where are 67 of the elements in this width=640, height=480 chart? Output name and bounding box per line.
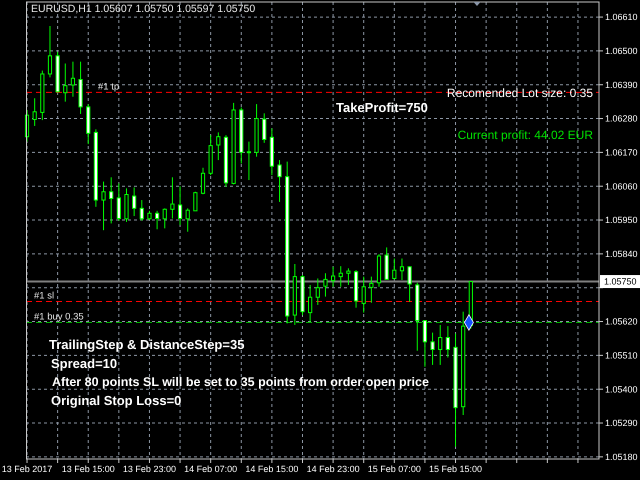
candlestick (277, 160, 282, 202)
ref-line-label: #1 buy 0.35 (34, 311, 84, 322)
y-tick-label: 1.05400 (605, 384, 638, 394)
x-tick-label: 15 Feb 15:00 (429, 464, 482, 474)
annotation: Original Stop Loss=0 (51, 393, 182, 408)
y-tick-label: 1.06060 (605, 181, 638, 192)
annotation: After 80 points SL will be set to 35 points from order open price (52, 375, 429, 389)
candlestick (438, 324, 442, 366)
y-tick-label: 1.05840 (605, 249, 638, 260)
ref-line-label: #1 tp (98, 81, 120, 92)
y-tick-label: 1.05950 (605, 215, 638, 226)
y-tick-label: 1.05180 (605, 452, 638, 462)
y-tick-label: 1.05290 (605, 418, 638, 428)
candlestick (193, 191, 198, 212)
candlestick (362, 276, 366, 314)
ref-line-label: 1.05750 (604, 276, 637, 287)
y-tick-label: 1.05510 (605, 350, 638, 361)
candlestick (101, 181, 106, 231)
candlestick (140, 200, 144, 222)
y-tick-label: 1.05620 (605, 316, 638, 327)
x-tick-label: 13 Feb 15:00 (62, 464, 115, 474)
candlestick (323, 272, 328, 298)
candlestick (422, 319, 428, 368)
ref-line-label: #1 sl (34, 290, 54, 302)
candlestick (430, 332, 435, 366)
candlestick (262, 112, 266, 144)
candlestick (70, 61, 76, 98)
candlestick (178, 186, 182, 226)
candlestick (308, 284, 312, 322)
x-tick-label: 14 Feb 07:00 (184, 464, 238, 474)
candlestick (132, 186, 136, 217)
candlestick (155, 210, 160, 230)
candlestick (48, 25, 52, 78)
chart-title: EURUSD,H1 1.05607 1.05750 1.05597 1.05750 (31, 3, 256, 15)
y-tick-label: 1.06280 (605, 114, 638, 124)
candlestick (162, 208, 167, 229)
candlestick (216, 132, 220, 161)
candlestick (63, 63, 68, 102)
candlestick (330, 266, 336, 288)
candlestick (147, 210, 152, 221)
x-tick-label: 14 Feb 23:00 (306, 464, 360, 474)
candlestick (116, 182, 121, 222)
x-tick-label: 13 Feb 2017 (2, 464, 52, 474)
candlestick (170, 176, 175, 220)
candlestick (186, 208, 190, 232)
candlestick (408, 266, 412, 302)
y-tick-label: 1.06500 (605, 46, 638, 56)
candlestick (400, 258, 404, 281)
candlestick (316, 278, 320, 306)
annotation: Spread=10 (51, 356, 118, 371)
y-tick-label: 1.06610 (605, 12, 638, 22)
annotation: Current profit: 44.02 EUR (458, 128, 594, 142)
y-tick-label: 1.06170 (605, 148, 638, 158)
candlestick (109, 176, 114, 224)
annotation: TakeProfit=750 (336, 100, 428, 115)
candlestick (200, 167, 206, 195)
candlestick (32, 98, 37, 126)
candlestick (369, 276, 374, 304)
candlestick (446, 326, 450, 358)
x-tick-label: 15 Feb 07:00 (368, 464, 421, 474)
annotation: TrailingStep & DistanceStep=35 (49, 337, 244, 352)
candlestick (346, 268, 350, 286)
y-tick-label: 1.06390 (605, 80, 638, 90)
x-tick-label: 13 Feb 23:00 (122, 464, 176, 474)
x-tick-label: 14 Feb 15:00 (245, 464, 298, 474)
candlestick (392, 258, 396, 280)
candlestick (338, 266, 343, 288)
